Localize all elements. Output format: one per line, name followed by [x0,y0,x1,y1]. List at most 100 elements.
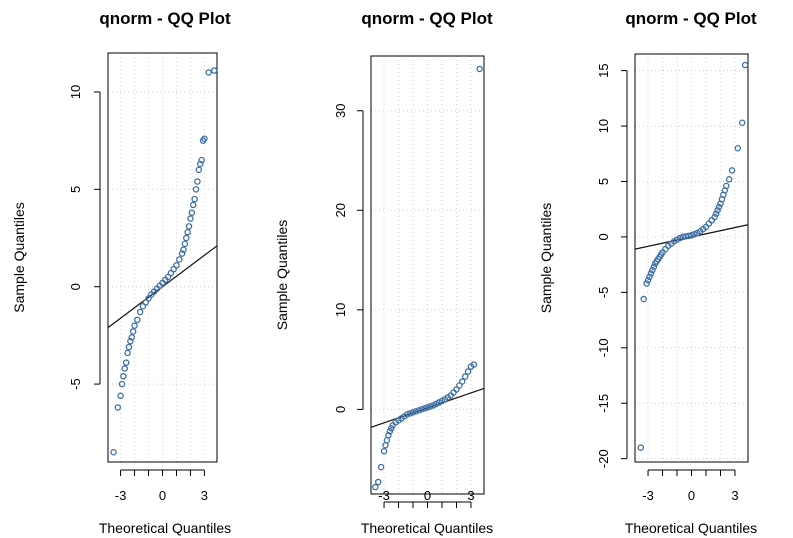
data-point [470,361,478,368]
data-point [644,276,652,284]
y-tick-label: 10 [596,119,611,133]
data-point [210,67,218,74]
data-point [183,234,190,242]
data-point [705,220,713,227]
data-point [195,166,203,174]
data-point [711,213,718,221]
data-point [650,263,658,271]
x-axis-label: Theoretical Quantiles [625,520,757,536]
data-point [127,337,134,345]
data-point [176,256,183,263]
data-point [181,240,189,248]
data-point [723,182,730,190]
y-axis-label: Sample Quantiles [274,220,290,331]
data-point [178,250,186,257]
data-point [427,403,434,410]
y-tick-label: 0 [68,283,83,290]
data-point [114,404,122,411]
data-point [194,178,201,185]
data-point [192,186,200,193]
data-point [205,69,212,76]
y-tick-label: 0 [333,406,348,413]
data-point [117,392,124,400]
y-tick-label: -5 [68,378,83,390]
chart-title: qnorm - QQ Plot [99,9,231,28]
data-point [412,408,420,415]
data-point [459,378,466,385]
data-point [110,449,117,456]
plot-frame [107,52,218,463]
data-point [725,176,733,183]
y-tick-label: 10 [333,303,348,317]
x-tick-label: 3 [731,488,738,503]
data-point [712,210,720,217]
data-point [741,61,749,69]
data-point [649,266,656,274]
y-tick-label: 30 [333,104,348,118]
chart-title: qnorm - QQ Plot [361,9,493,28]
data-point [728,167,736,174]
y-tick-label: 10 [68,85,83,99]
data-point [198,156,205,164]
data-point [406,410,414,417]
data-point [377,463,385,471]
data-point [464,368,472,375]
data-point [189,201,197,209]
data-point [196,160,204,168]
data-point [403,411,411,418]
data-point [409,409,417,416]
data-point [134,316,141,324]
plot-frame [634,53,749,463]
y-tick-label: -5 [596,287,611,299]
x-tick-label: -3 [378,488,390,503]
data-point [734,144,742,152]
data-point [201,135,208,142]
plot-frame [370,55,485,495]
data-point [685,232,692,240]
data-point [647,270,655,277]
data-point [662,245,669,253]
x-tick-label: 3 [467,488,474,503]
data-point [120,373,127,380]
data-point [708,217,716,224]
data-point [688,232,695,239]
data-point [715,203,723,211]
data-point [122,359,130,366]
x-tick-label: 0 [159,488,166,503]
data-point [124,349,131,357]
data-point [187,215,194,222]
data-point [424,404,431,411]
y-tick-label: 0 [596,233,611,240]
data-point [676,234,684,242]
data-point [380,447,388,455]
data-point [136,308,144,316]
data-point [738,119,746,126]
data-point [385,432,392,439]
data-point [188,209,196,216]
data-point [640,295,647,303]
data-point [131,322,138,329]
data-point [372,483,379,491]
data-point [125,343,133,351]
y-tick-label: 5 [596,178,611,185]
data-point [173,262,180,269]
y-tick-label: 15 [596,63,611,77]
y-axis-label: Sample Quantiles [538,203,554,314]
data-point [679,233,687,241]
chart-title: qnorm - QQ Plot [625,9,757,28]
data-point [714,207,721,214]
y-tick-label: 5 [68,186,83,193]
data-point [180,246,187,253]
data-point [118,380,126,388]
data-point [682,233,689,240]
data-point [184,228,191,236]
data-point [374,478,382,486]
data-point [185,223,193,230]
data-point [128,334,136,341]
y-tick-label: 20 [333,203,348,217]
data-point [643,280,650,287]
x-tick-label: 3 [201,488,208,503]
x-axis-label: Theoretical Quantiles [361,520,493,536]
